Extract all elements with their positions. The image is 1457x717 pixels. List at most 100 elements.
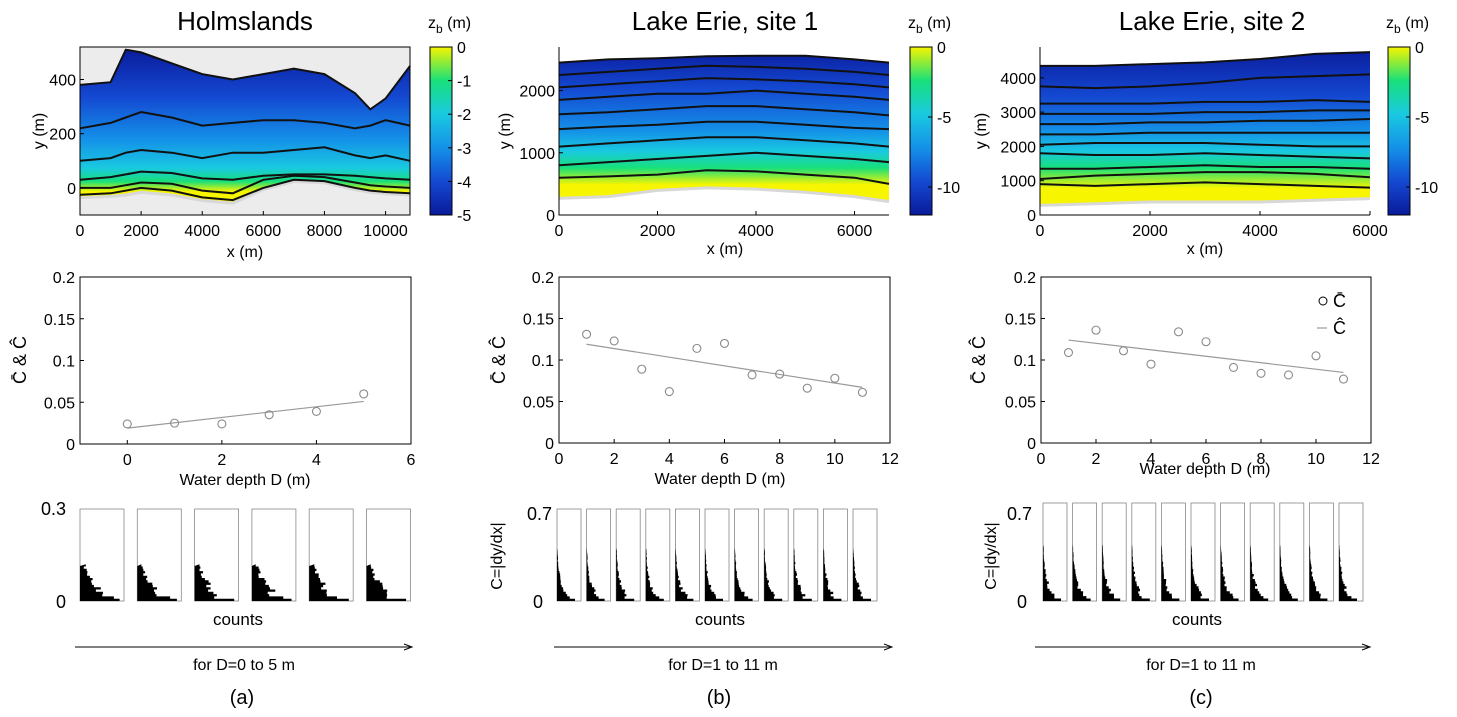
x-tick-label: 8 [1257,451,1266,468]
fit-line [127,400,364,429]
scatter-axes [558,276,891,444]
y-tick-label: 0.15 [1005,312,1036,329]
colorbar [909,46,933,216]
depth-contour-6 [1040,131,1370,136]
panel-title: Lake Erie, site 2 [1119,6,1305,36]
data-point [1228,362,1239,373]
y-tick-label: 1000 [1000,174,1036,191]
x-tick-label: 6000 [837,223,873,240]
histogram-bars [1043,544,1061,601]
y-tick-label: 4000 [1000,71,1036,88]
data-point [582,329,592,339]
map-y-label: y (m) [973,113,990,149]
depth-caption: for D=1 to 11 m [668,657,778,674]
depth-contours [1039,51,1371,189]
shoreline-band [79,179,411,205]
depth-caption: for D=0 to 5 m [193,657,295,674]
y-tick-label: 0.05 [44,395,75,412]
data-point [802,383,812,393]
scatter-y-label: C̄ & Ĉ [9,336,30,384]
scatter-y-label: C̄ & Ĉ [968,336,989,384]
histogram [586,508,611,602]
histogram-bars [586,548,605,601]
histogram [763,508,789,602]
x-tick-label: 4 [312,452,321,469]
scatter-c: 0 2 4 6 8 10 12 0 0.05 0.1 0.15 0.2 C̄ Ĉ Water dep… [968,270,1380,478]
x-tick-label: 6 [720,451,729,468]
colorbar [1387,46,1411,216]
scatter-y-label: C̄ & Ĉ [488,336,509,384]
x-tick-label: 4000 [1242,223,1278,240]
histogram [1042,502,1068,602]
histogram [1190,502,1216,602]
x-tick-label: 8000 [307,223,343,240]
colorbar-tick-label: -10 [937,180,960,197]
histogram-bars [823,548,842,601]
depth-contour-4 [558,89,890,101]
y-tick-label: 0.2 [53,270,75,287]
histogram-bars [675,548,694,601]
histogram [1309,502,1334,602]
fit-line [586,343,863,388]
histogram [704,508,730,602]
data-point [1118,346,1129,356]
scatter-x-label: Water depth D (m) [180,472,311,489]
depth-arrowhead [403,643,414,651]
colorbar-tick-label: -10 [1415,180,1438,197]
map-b: 0 2000 4000 6000 0 1000 2000 x (m) y (m) [497,47,890,258]
hist-y-min: 0 [1017,592,1027,612]
hist-x-label: counts [213,610,263,629]
colorbar-tick-label: -5 [937,110,951,127]
x-tick-label: 2 [217,452,226,469]
depth-contour-1 [558,54,890,64]
hist-y-min: 0 [56,592,66,612]
colorbar-tick-label: -1 [457,74,471,91]
x-tick-label: 0 [555,223,564,240]
histogram-bars [734,548,753,601]
x-tick-label: 0 [555,451,564,468]
histogram [136,508,182,602]
depth-contour-1 [1040,51,1371,67]
y-tick-label: 0.05 [1005,395,1036,412]
x-tick-label: 10 [1307,451,1325,468]
hist-y-max: 0.7 [1007,504,1032,524]
depth-contour-3 [79,146,411,162]
colorbar-label: zb (m) [908,15,951,36]
colorbar-tick-label: -5 [457,208,471,225]
depth-contour-2 [558,64,890,76]
x-tick-label: 2000 [1132,223,1168,240]
data-point [637,364,647,374]
histogram-bars [1279,544,1298,601]
depth-arrowhead [883,643,894,651]
depth-contour-5 [558,105,890,117]
x-tick-label: 0 [1037,451,1046,468]
histogram-bars [1131,544,1150,601]
map-x-ticks: 0 2000 4000 6000 [555,211,873,240]
shoreline [558,186,890,204]
depth-arrowhead [1361,643,1372,651]
map-y-label: y (m) [497,113,514,149]
histogram [645,508,671,602]
histogram [1072,502,1097,602]
legend-label-mean: C̄ [1333,291,1346,311]
data-point [1146,359,1156,369]
x-tick-label: 12 [881,451,899,468]
x-tick-label: 2 [610,451,619,468]
water-surface [559,55,889,203]
colorbar-tick-label: 0 [937,40,946,57]
y-tick-label: 0 [67,181,76,198]
y-tick-label: 0 [1027,436,1036,453]
y-tick-label: 1000 [519,146,555,163]
x-tick-label: 4000 [184,223,220,240]
x-tick-label: 4000 [738,223,774,240]
histogram-bars [1072,544,1091,601]
panel-title: Lake Erie, site 1 [632,6,818,36]
scatter-x-label: Water depth D (m) [1140,461,1271,478]
histograms-b: 0.7 0 C=|dy/dx| counts [489,504,878,629]
panel-label: (c) [1189,687,1212,709]
histogram [556,508,582,602]
histogram-bars [366,564,407,601]
hist-x-label: counts [1172,610,1222,629]
data-point [830,373,840,383]
depth-contours [79,48,411,202]
